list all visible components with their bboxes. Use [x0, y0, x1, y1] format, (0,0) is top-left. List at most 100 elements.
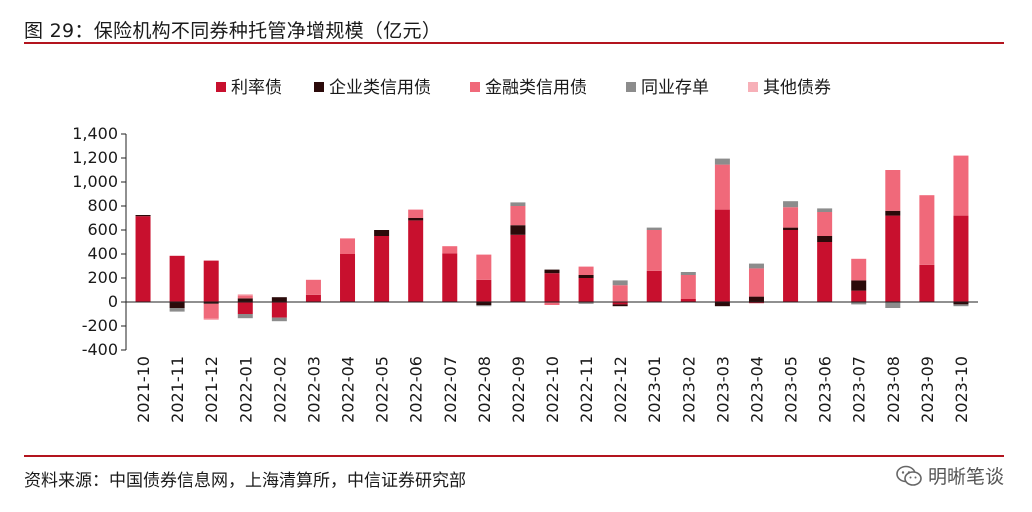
wechat-icon: [896, 465, 922, 486]
bar-segment: [953, 304, 969, 307]
bar-segment: [237, 298, 253, 302]
bar-segment: [748, 268, 764, 297]
bar-segment: [510, 225, 526, 235]
bar-segment: [442, 246, 458, 254]
axes-layer: [125, 134, 978, 350]
bar-segment: [305, 279, 321, 295]
bar-segment: [203, 303, 219, 319]
bar-segment: [885, 215, 901, 302]
watermark: 明晰笔谈: [896, 462, 1004, 489]
bar-segment: [442, 253, 458, 302]
bar-segment: [237, 295, 253, 299]
x-tick-label: 2023-05: [782, 356, 801, 423]
bar-segment: [919, 195, 935, 265]
bars-layer: [135, 155, 969, 322]
y-tick-label: 1,200: [72, 148, 118, 167]
x-tick-label: 2023-10: [952, 356, 971, 423]
bar-segment: [953, 302, 969, 305]
bar-segment: [680, 299, 696, 302]
bar-segment: [578, 275, 594, 278]
y-tick-label: 1,000: [72, 172, 118, 191]
y-tick-label: 800: [87, 196, 118, 215]
x-tick-label: 2021-11: [168, 356, 187, 423]
x-tick-label: 2022-06: [407, 356, 426, 423]
bar-segment: [544, 302, 560, 305]
bar-segment: [714, 209, 730, 302]
source-note: 资料来源：中国债券信息网，上海清算所，中信证券研究部: [24, 471, 466, 491]
x-tick-label: 2023-04: [747, 356, 766, 423]
bar-segment: [544, 269, 560, 274]
bar-segment: [408, 209, 424, 218]
bar-segment: [680, 275, 696, 299]
x-tick-label: 2022-07: [441, 356, 460, 423]
y-axis: -400 -200 0 200 400 600 800 1,000 1,200 1,400: [72, 124, 126, 359]
bar-segment: [953, 155, 969, 216]
bar-segment: [612, 280, 628, 286]
legend-label: 企业类信用债: [329, 78, 431, 98]
x-tick-label: 2022-03: [304, 356, 323, 423]
bar-segment: [237, 302, 253, 314]
bar-segment: [476, 279, 492, 302]
legend-label: 同业存单: [641, 78, 709, 98]
bar-segment: [135, 216, 151, 302]
legend-label: 利率债: [231, 78, 282, 98]
x-tick-label: 2022-05: [373, 356, 392, 423]
bar-segment: [783, 201, 799, 208]
bar-segment: [714, 302, 730, 307]
bar-segment: [578, 302, 594, 304]
x-tick-label: 2022-02: [270, 356, 289, 423]
bar-segment: [885, 210, 901, 216]
legend-label: 金融类信用债: [485, 78, 587, 98]
bar-segment: [476, 254, 492, 280]
bar-segment: [271, 317, 287, 322]
x-tick-label: 2023-08: [884, 356, 903, 423]
legend-swatch: [216, 82, 226, 92]
bar-segment: [510, 202, 526, 206]
y-tick-label: -200: [82, 316, 118, 335]
bar-segment: [885, 302, 901, 308]
bar-segment: [408, 220, 424, 302]
bar-segment: [714, 164, 730, 210]
bar-segment: [783, 230, 799, 302]
bar-segment: [203, 302, 219, 304]
bar-segment: [237, 314, 253, 319]
bar-segment: [374, 236, 390, 302]
bar-segment: [169, 308, 185, 312]
bar-segment: [340, 238, 356, 254]
bar-segment: [953, 215, 969, 302]
x-tick-label: 2023-01: [645, 356, 664, 423]
bar-segment: [851, 302, 867, 305]
bar-segment: [135, 215, 151, 217]
y-tick-label: 400: [87, 244, 118, 263]
x-tick-label: 2022-01: [236, 356, 255, 423]
y-tick-label: 0: [108, 292, 118, 311]
y-tick-label: 200: [87, 268, 118, 287]
x-tick-label: 2022-11: [577, 356, 596, 423]
title-rule: [24, 42, 1004, 44]
figure-title: 图 29：保险机构不同券种托管净增规模（亿元）: [24, 20, 442, 42]
y-tick-label: 1,400: [72, 124, 118, 143]
bar-segment: [271, 297, 287, 302]
legend-swatch: [470, 82, 480, 92]
chart-legend: 利率债 企业类信用债 金融类信用债 同业存单 其他债券: [216, 78, 831, 98]
bar-segment: [817, 208, 833, 212]
source-rule: [24, 455, 1004, 457]
bar-segment: [169, 302, 185, 308]
bar-segment: [544, 273, 560, 302]
bar-segment: [476, 302, 492, 305]
bar-segment: [612, 285, 628, 302]
bar-segment: [476, 305, 492, 307]
bar-segment: [374, 230, 390, 236]
bar-segment: [817, 242, 833, 302]
legend-swatch: [314, 82, 324, 92]
x-tick-label: 2022-10: [543, 356, 562, 423]
bar-segment: [578, 278, 594, 302]
bar-segment: [748, 263, 764, 269]
bar-segment: [714, 158, 730, 165]
y-tick-label: -400: [82, 340, 118, 359]
bar-segment: [203, 260, 219, 302]
x-tick-label: 2023-07: [850, 356, 869, 423]
watermark-text: 明晰笔谈: [927, 466, 1004, 488]
legend-swatch: [626, 82, 636, 92]
bar-segment: [340, 254, 356, 302]
